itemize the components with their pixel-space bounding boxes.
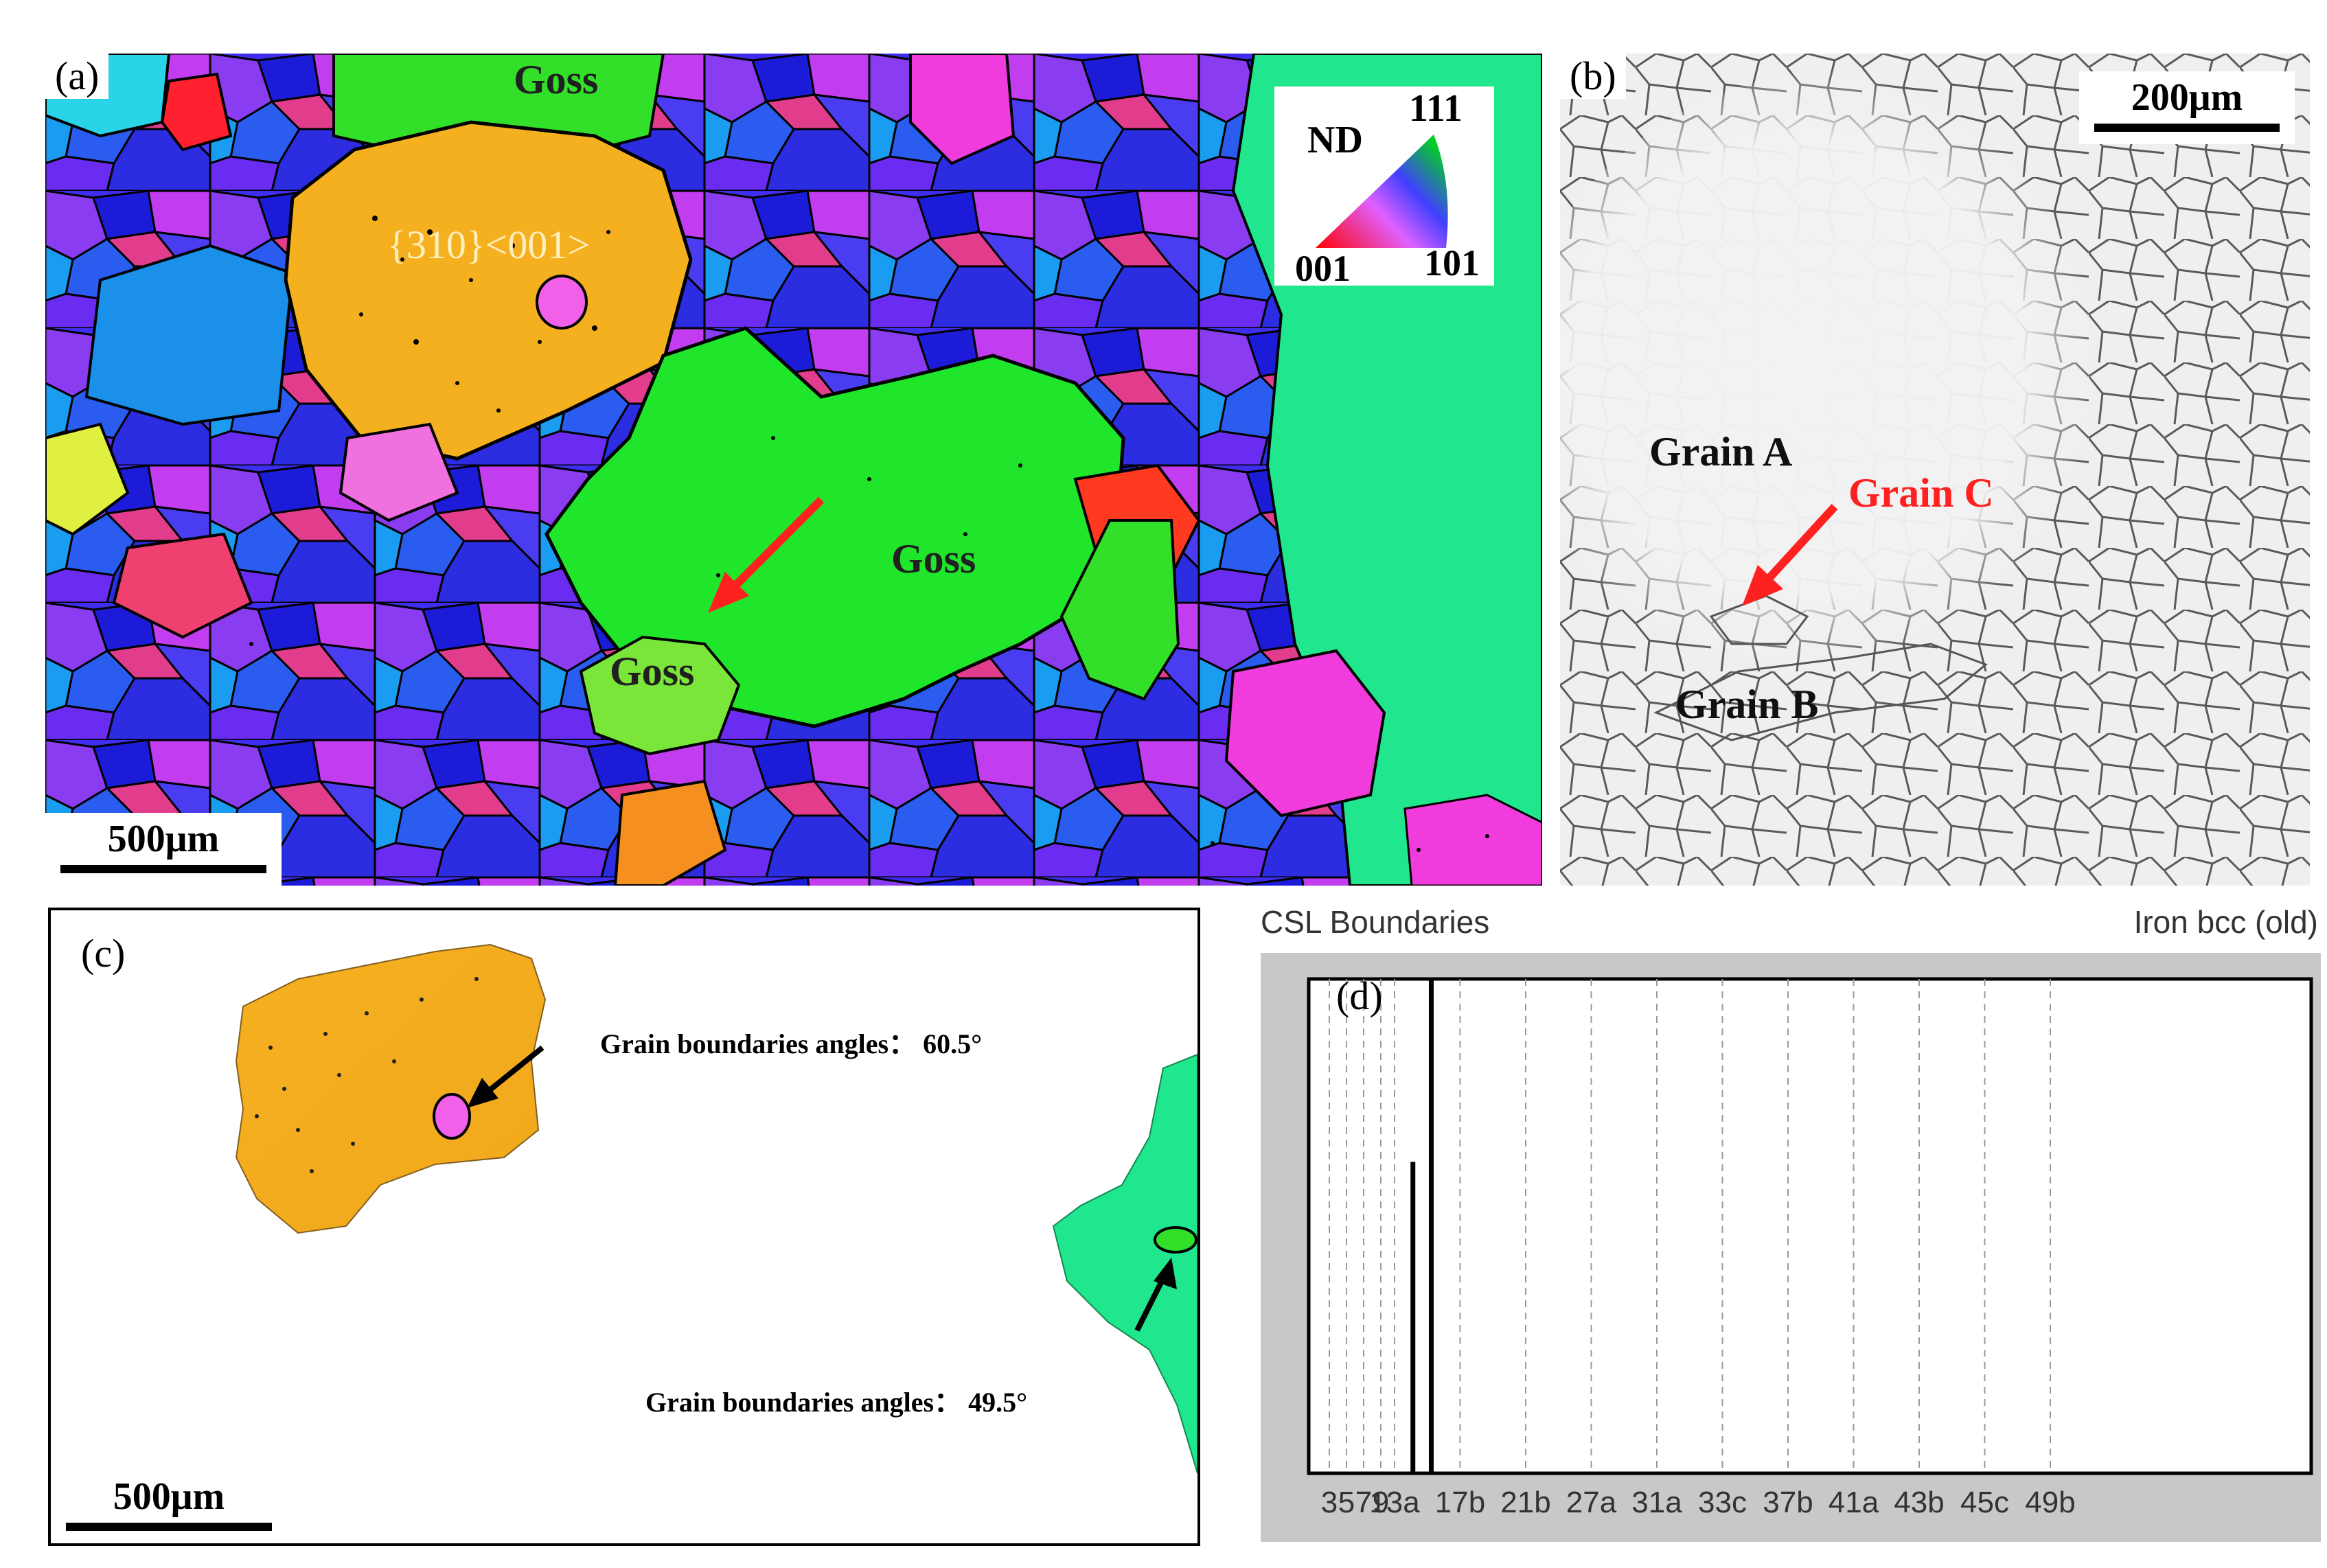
panel-c-scale-line bbox=[66, 1523, 272, 1531]
panel-a-label: (a) bbox=[45, 54, 109, 99]
annotation-49-5: Grain boundaries angles： 49.5° bbox=[645, 1387, 1028, 1418]
panel-c-scale-text: 500μm bbox=[113, 1475, 225, 1519]
panel-d-csl-chart: CSL Boundaries Iron bcc (old) (d) 3 5 7 9 13… bbox=[1261, 903, 2321, 1542]
grain-b-label: Grain B bbox=[1675, 682, 1819, 727]
panel-b-scale-line bbox=[2094, 123, 2280, 132]
chart-title: CSL Boundaries bbox=[1261, 904, 1490, 940]
csl-bar-chart bbox=[1307, 977, 2313, 1475]
tick-label-9: 9 bbox=[1372, 1486, 1390, 1519]
panel-a-scalebar: 500μm bbox=[45, 813, 282, 886]
ipf-001-label: 001 bbox=[1295, 248, 1351, 289]
texture-label: {310}<001> bbox=[387, 222, 591, 267]
panel-b-scalebar: 200μm bbox=[2079, 71, 2295, 144]
chart-frame: (d) 3 5 7 9 13a 17b 21b 27a 31a 33c 37b 41a 43b 45c 49… bbox=[1261, 953, 2321, 1542]
ipf-triangle bbox=[1316, 135, 1448, 248]
isolated-grains bbox=[235, 943, 1197, 1474]
x-tick-labels: 3 5 7 9 13a 17b 21b 27a 31a 33c 37b 41a 43b 45c 49b bbox=[1261, 1486, 2321, 1527]
tick-label-13a: 13a bbox=[1369, 1486, 1420, 1519]
tick-label-37b: 37b bbox=[1763, 1486, 1813, 1519]
plot-area bbox=[1307, 977, 2313, 1475]
tick-label-7: 7 bbox=[1355, 1486, 1373, 1519]
tick-label-31a: 31a bbox=[1631, 1486, 1682, 1519]
panel-c-label: (c) bbox=[71, 931, 135, 976]
tick-label-3: 3 bbox=[1320, 1486, 1338, 1519]
panel-b-micrograph: (b) Grain A Grain C Grain B 200μm bbox=[1560, 54, 2310, 886]
panel-c-grain-map: (c) Grain boundaries angles： 60.5° Grain… bbox=[48, 908, 1200, 1546]
tick-label-5: 5 bbox=[1338, 1486, 1355, 1519]
goss-small-label: Goss bbox=[610, 649, 695, 694]
panel-b-scale-text: 200μm bbox=[2131, 76, 2243, 119]
annotation-60-5: Grain boundaries angles： 60.5° bbox=[600, 1028, 983, 1059]
tick-label-45c: 45c bbox=[1960, 1486, 2009, 1519]
panel-b-label: (b) bbox=[1560, 54, 1626, 99]
ipf-nd-label: ND bbox=[1307, 119, 1363, 161]
tick-label-49b: 49b bbox=[2025, 1486, 2076, 1519]
panel-a-scale-text: 500μm bbox=[107, 818, 220, 861]
tick-label-41a: 41a bbox=[1828, 1486, 1879, 1519]
panel-c-scalebar: 500μm bbox=[51, 1471, 287, 1543]
panel-a-ebsd-map: (a) ND 111 001 101 Goss {310}<001> Goss … bbox=[45, 54, 1542, 886]
tick-label-43b: 43b bbox=[1894, 1486, 1945, 1519]
goss-top-label: Goss bbox=[514, 57, 599, 102]
ipf-legend: ND 111 001 101 bbox=[1274, 87, 1494, 289]
ipf-111-label: 111 bbox=[1409, 87, 1463, 130]
ipf-101-label: 101 bbox=[1424, 242, 1480, 284]
optical-micrograph bbox=[1560, 54, 2310, 886]
grain-c-label: Grain C bbox=[1848, 470, 1994, 516]
panel-a-scale-line bbox=[60, 865, 266, 873]
tick-label-21b: 21b bbox=[1500, 1486, 1551, 1519]
goss-center-label: Goss bbox=[891, 536, 976, 581]
tick-label-27a: 27a bbox=[1566, 1486, 1617, 1519]
tick-label-17b: 17b bbox=[1434, 1486, 1486, 1519]
chart-subtitle: Iron bcc (old) bbox=[2133, 904, 2318, 940]
chart-panel-label: (d) bbox=[1336, 973, 1383, 1018]
tick-label-33c: 33c bbox=[1698, 1486, 1747, 1519]
grain-a-label: Grain A bbox=[1649, 429, 1793, 474]
